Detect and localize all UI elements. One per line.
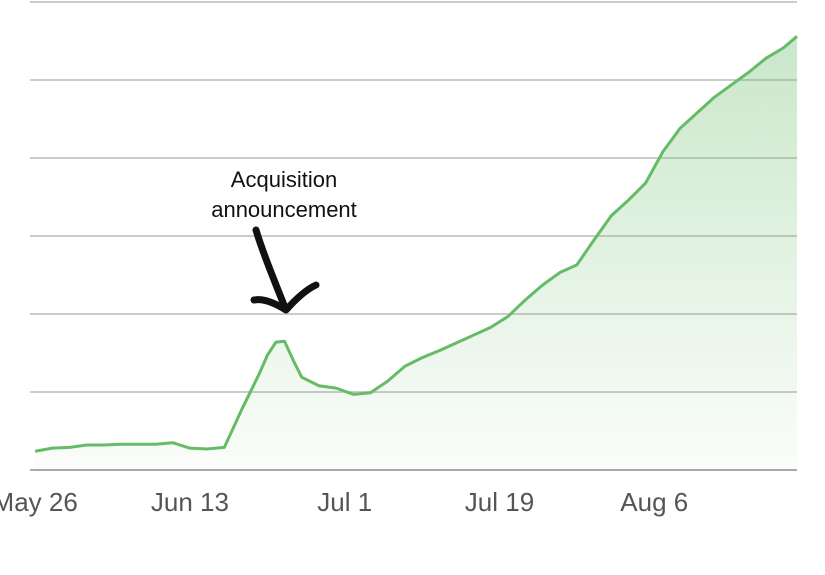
x-tick-label: Jun 13 xyxy=(151,487,229,517)
x-tick-label: May 26 xyxy=(0,487,78,517)
arrow xyxy=(250,226,320,314)
annotation: announcement xyxy=(211,197,357,222)
x-tick-label: Aug 6 xyxy=(620,487,688,517)
x-tick-label: Jul 1 xyxy=(317,487,372,517)
line xyxy=(34,35,798,453)
plot xyxy=(34,35,798,470)
area xyxy=(35,36,798,470)
grid: May 26 Jun 13 Jul 1 Jul 19 Aug 6 xyxy=(0,1,797,517)
x-tick-label: Jul 19 xyxy=(465,487,534,517)
annotation: Acquisition xyxy=(231,167,337,192)
